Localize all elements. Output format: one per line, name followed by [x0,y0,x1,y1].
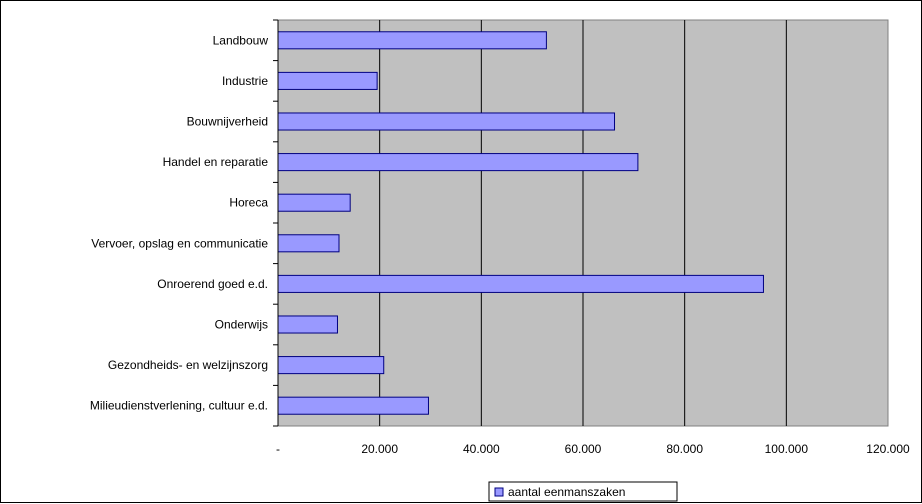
y-axis-ticks [273,19,278,427]
bar-1 [277,71,378,90]
bar-5 [277,234,340,253]
category-label-3: Handel en reparatie [163,155,269,169]
category-label-1: Industrie [222,74,268,88]
bars [277,31,764,415]
category-label-6: Onroerend goed e.d. [157,277,268,291]
x-axis-tick-labels: - 20.000 40.000 60.000 80.000 100.000 120.000 [276,442,910,456]
category-label-2: Bouwnijverheid [187,115,268,129]
bar-0 [277,31,547,50]
bar-8 [277,356,385,375]
category-label-7: Onderwijs [215,318,268,332]
x-tick-label-6: 120.000 [866,442,910,456]
x-tick-label-1: 20.000 [361,442,398,456]
category-label-4: Horeca [229,196,268,210]
category-label-9: Milieudienstverlening, cultuur e.d. [90,399,268,413]
x-tick-label-2: 40.000 [463,442,500,456]
bar-6 [277,274,764,293]
x-tick-label-3: 60.000 [565,442,602,456]
category-label-5: Vervoer, opslag en communicatie [91,236,268,250]
bar-2 [277,112,616,131]
legend-swatch [494,487,504,497]
category-label-8: Gezondheids- en welzijnszorg [108,358,268,372]
bar-9 [277,396,429,415]
legend-label: aantal eenmanszaken [508,485,625,499]
x-tick-label-4: 80.000 [666,442,703,456]
bar-7 [277,315,338,334]
legend: aantal eenmanszaken [488,481,678,502]
legend-box [488,481,678,502]
bar-4 [277,193,351,212]
x-tick-label-0: - [276,442,280,456]
category-labels: Landbouw Industrie Bouwnijverheid Handel en… [90,33,268,412]
bar-3 [277,153,639,172]
x-tick-label-5: 100.000 [765,442,809,456]
category-label-0: Landbouw [213,33,269,47]
